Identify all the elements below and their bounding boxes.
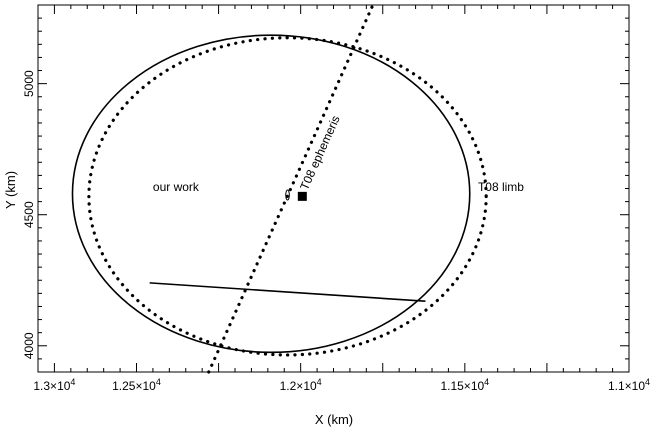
chart-marks xyxy=(71,3,488,374)
limb-circle-dotted xyxy=(87,36,488,357)
x-tick-label: 1.2×104 xyxy=(280,377,322,393)
x-tick-label: 1.25×104 xyxy=(112,377,161,393)
y-axis-title: Y (km) xyxy=(3,171,18,209)
center-marker-square xyxy=(297,191,307,201)
y-tick-label: 4000 xyxy=(22,332,36,359)
our-work-label: our work xyxy=(153,180,200,194)
limb-label: T08 limb xyxy=(478,180,524,194)
y-tick-label: 4500 xyxy=(22,201,36,228)
chord-line xyxy=(149,282,426,303)
x-tick-label: 1.15×104 xyxy=(440,377,489,393)
x-tick-label: 1.1×104 xyxy=(608,377,650,393)
ephemeris-label: T08 ephemeris xyxy=(297,113,342,192)
limb-circle-solid xyxy=(71,34,471,354)
center-marker-ellipse xyxy=(285,189,290,201)
ticks xyxy=(37,4,630,373)
ephemeris-line xyxy=(207,3,375,374)
x-tick-label: 1.3×104 xyxy=(33,377,75,393)
y-tick-labels: 4000 4500 5000 xyxy=(22,70,36,359)
x-axis-title: X (km) xyxy=(315,412,353,427)
plot-frame xyxy=(37,4,630,373)
y-tick-label: 5000 xyxy=(22,70,36,97)
x-tick-labels: 1.25×104 1.2×104 1.15×104 1.3×104 1.1×104 xyxy=(33,377,650,393)
